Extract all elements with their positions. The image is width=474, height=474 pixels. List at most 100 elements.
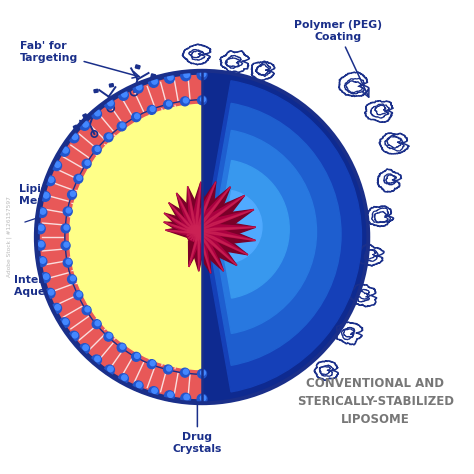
Circle shape [40,191,50,201]
Polygon shape [191,187,230,240]
Circle shape [181,368,190,377]
Polygon shape [176,193,201,240]
Polygon shape [189,228,248,255]
Circle shape [60,146,70,156]
Polygon shape [169,203,202,239]
Circle shape [45,176,55,186]
Circle shape [92,320,101,328]
Circle shape [201,71,206,77]
Circle shape [164,391,174,401]
Circle shape [107,333,112,338]
Circle shape [82,159,91,168]
Circle shape [36,224,45,234]
Polygon shape [189,226,201,267]
Polygon shape [186,186,203,241]
Circle shape [74,174,83,183]
Text: Adobe Stock | #126157597: Adobe Stock | #126157597 [6,197,12,277]
Wedge shape [70,104,202,370]
Polygon shape [189,226,200,267]
Polygon shape [188,227,248,255]
Polygon shape [188,195,245,238]
Polygon shape [196,225,210,273]
Circle shape [117,122,126,131]
Polygon shape [189,182,208,242]
Polygon shape [164,222,204,236]
Circle shape [37,208,47,218]
Circle shape [64,258,72,267]
Polygon shape [190,225,237,265]
Circle shape [64,242,69,247]
Circle shape [184,394,189,400]
Circle shape [166,366,172,371]
Polygon shape [186,210,254,239]
Circle shape [85,160,90,165]
Polygon shape [164,222,203,236]
Circle shape [198,369,207,378]
Polygon shape [190,187,230,240]
Polygon shape [193,225,224,271]
Circle shape [44,274,49,279]
Polygon shape [187,210,254,236]
Circle shape [61,224,70,233]
Text: Polymer (PEG)
Coating: Polymer (PEG) Coating [294,20,382,97]
Polygon shape [191,226,237,265]
Polygon shape [187,227,255,232]
Wedge shape [208,103,341,365]
Circle shape [95,321,100,326]
Circle shape [164,100,173,109]
Circle shape [91,355,101,365]
Circle shape [55,305,60,310]
Circle shape [150,361,155,366]
Circle shape [105,99,114,109]
Circle shape [168,392,173,397]
Circle shape [63,147,68,153]
Polygon shape [187,230,255,240]
Circle shape [149,387,158,397]
Polygon shape [197,225,202,271]
Circle shape [105,365,114,375]
Circle shape [104,332,113,341]
Circle shape [95,146,100,151]
Polygon shape [189,187,230,242]
Circle shape [197,394,207,404]
Polygon shape [191,224,224,271]
Polygon shape [198,225,200,271]
Polygon shape [164,222,203,235]
Circle shape [83,345,88,350]
Circle shape [48,177,54,182]
Circle shape [77,292,82,297]
Text: Internal
Aqueous Space: Internal Aqueous Space [14,252,133,297]
Polygon shape [196,182,201,241]
Circle shape [77,175,82,180]
Circle shape [74,291,83,300]
Polygon shape [192,224,224,271]
Circle shape [198,96,207,105]
Circle shape [72,134,78,139]
Text: Fab' for
Targeting: Fab' for Targeting [20,41,139,78]
Circle shape [118,91,128,100]
Circle shape [181,71,191,81]
Text: Lipid
Membrane: Lipid Membrane [19,167,84,206]
Circle shape [181,97,190,106]
Circle shape [38,242,44,247]
Circle shape [183,369,188,374]
Polygon shape [169,203,204,239]
Circle shape [107,134,112,139]
Circle shape [201,97,205,102]
Polygon shape [176,193,201,240]
Circle shape [40,209,46,214]
Polygon shape [164,213,204,237]
Wedge shape [36,71,202,403]
Circle shape [122,91,127,97]
Circle shape [168,74,173,80]
Circle shape [149,77,158,87]
Circle shape [117,343,126,352]
Circle shape [133,381,143,391]
Circle shape [122,375,127,381]
Circle shape [36,240,45,250]
Circle shape [52,303,62,313]
Circle shape [71,276,75,281]
Circle shape [120,344,125,349]
Polygon shape [195,225,210,273]
Wedge shape [202,71,368,403]
